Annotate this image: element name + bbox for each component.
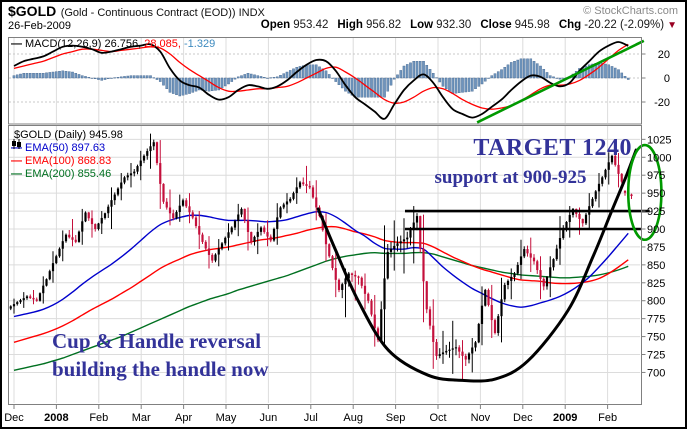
annotation-target: TARGET 1240 (473, 135, 632, 161)
x-axis-label: Mar (132, 412, 151, 424)
ema100-swatch: — (11, 155, 22, 167)
x-axis-label: Feb (598, 412, 617, 424)
macd-value: 26.756, (104, 38, 142, 50)
x-axis-label: Jun (260, 412, 278, 424)
x-axis-label: May (216, 412, 237, 424)
annotation-cup-line1: Cup & Handle reversal (52, 329, 262, 353)
svg-text:1000: 1000 (647, 152, 671, 164)
x-axis-label: Dec (4, 412, 24, 424)
x-axis-label: Sep (386, 412, 406, 424)
ema200-swatch: — (11, 168, 22, 180)
ema50-swatch: — (11, 142, 22, 154)
svg-text:850: 850 (647, 260, 665, 272)
symbol: $GOLD (8, 3, 57, 19)
x-axis-label: Feb (89, 412, 108, 424)
x-axis-label: Dec (513, 412, 533, 424)
change-down-arrow-icon: ▼ (667, 20, 677, 31)
x-axis-label: Oct (429, 412, 446, 424)
svg-text:775: 775 (647, 314, 665, 326)
quote-value: -20.22 (-2.09%) (584, 19, 665, 31)
svg-text:0: 0 (664, 73, 670, 85)
x-axis-label: 2009 (553, 412, 577, 424)
x-axis-label: Jul (304, 412, 318, 424)
svg-text:700: 700 (647, 367, 665, 379)
symbol-name: (Gold - Continuous Contract (EOD)) INDX (60, 7, 265, 19)
ema50-legend: — EMA(50) 897.63 (11, 142, 106, 154)
price-panel-chart: 1025 1000 975 950 925 900 875 850 825 800 775 750 72… (4, 125, 671, 424)
quote-label: High (337, 19, 363, 31)
quote-label: Open (260, 19, 291, 31)
svg-text:1025: 1025 (647, 134, 671, 146)
chart-date: 26-Feb-2009 (8, 20, 71, 32)
svg-text:20: 20 (658, 49, 670, 61)
quote-value: 945.98 (514, 19, 550, 31)
x-axis-label: 2008 (44, 412, 68, 424)
svg-text:950: 950 (647, 188, 665, 200)
svg-text:975: 975 (647, 170, 665, 182)
annotation-cup-handle: Cup & Handle reversal building the handl… (52, 327, 269, 383)
quote-label: Close (480, 19, 512, 31)
price-legend-title-row: $GOLD (Daily) 945.98 (11, 129, 123, 149)
svg-text:875: 875 (647, 242, 665, 254)
quote-value: 953.42 (293, 19, 329, 31)
macd-hist-value: -1.329 (184, 38, 216, 50)
price-legend: $GOLD (Daily) 945.98 — EMA(50) 897.63 — EM… (11, 129, 123, 181)
macd-signal-value: 28.085, (144, 38, 181, 50)
svg-text:750: 750 (647, 332, 665, 344)
svg-text:-20: -20 (654, 97, 670, 109)
svg-text:800: 800 (647, 296, 665, 308)
x-axis-label: Aug (343, 412, 363, 424)
annotation-support: support at 900-925 (434, 167, 587, 188)
svg-text:900: 900 (647, 224, 665, 236)
quote-label: Chg (558, 19, 582, 31)
quote-value: 932.30 (436, 19, 472, 31)
x-axis-label: Apr (175, 412, 192, 424)
quote-label: Low (410, 19, 434, 31)
stockcharts-credit: © StockCharts.com (583, 5, 678, 17)
annotation-cup-line2: building the handle now (52, 357, 269, 381)
macd-swatch: — (11, 38, 22, 50)
macd-legend: — MACD(12,26,9) 26.756, 28.085, -1.329 (11, 38, 215, 50)
macd-panel-chart: 20 0 -20 (8, 37, 670, 125)
svg-text:925: 925 (647, 206, 665, 218)
quote-strip: Open 953.42 High 956.82 Low 932.30 Close 945.98… (252, 19, 677, 31)
svg-text:725: 725 (647, 350, 665, 362)
price-legend-title: $GOLD (Daily) 945.98 (14, 129, 123, 141)
macd-name: MACD(12,26,9) 26.756, (25, 38, 142, 50)
ema100-legend: — EMA(100) 868.83 (11, 155, 112, 167)
quote-value: 956.82 (365, 19, 402, 31)
svg-text:825: 825 (647, 278, 665, 290)
ema200-legend: — EMA(200) 855.46 (11, 168, 112, 180)
title-row: $GOLD (Gold - Continuous Contract (EOD))… (8, 3, 668, 21)
x-axis-label: Nov (471, 412, 491, 424)
